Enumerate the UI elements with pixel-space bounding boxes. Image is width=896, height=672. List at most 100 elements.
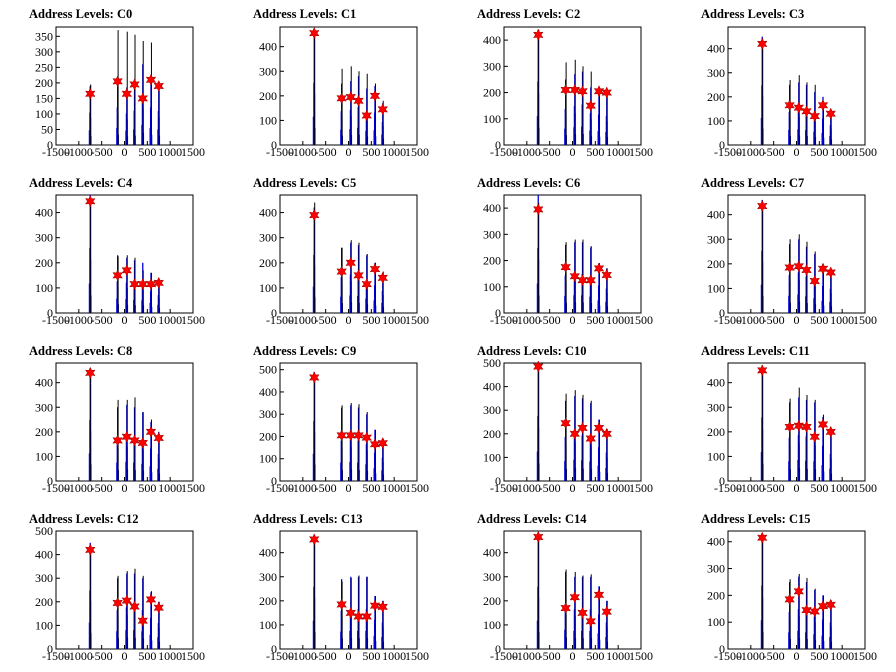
y-tick-label: 400 bbox=[35, 548, 53, 562]
level-marker bbox=[560, 417, 571, 430]
y-tick-label: 100 bbox=[259, 452, 277, 466]
y-tick-label: 0 bbox=[47, 138, 53, 152]
y-tick-label: 0 bbox=[719, 474, 725, 488]
x-tick-label: -500 bbox=[315, 145, 337, 159]
level-marker bbox=[353, 94, 364, 107]
level-marker bbox=[377, 103, 389, 116]
x-tick-label: -1500 bbox=[714, 313, 742, 327]
plot-frame bbox=[279, 26, 418, 146]
y-tick-label: 100 bbox=[707, 281, 725, 295]
y-tick-label: 400 bbox=[707, 42, 725, 56]
level-marker bbox=[825, 598, 837, 611]
level-marker bbox=[308, 533, 320, 546]
x-tick-label: 500 bbox=[586, 313, 604, 327]
y-tick-label: 300 bbox=[707, 400, 725, 414]
y-tick-label: 200 bbox=[259, 89, 277, 103]
x-tick-label: -1500 bbox=[714, 481, 742, 495]
level-marker bbox=[825, 107, 837, 120]
plot-frame bbox=[503, 362, 642, 482]
y-tick-label: 250 bbox=[35, 60, 53, 74]
y-tick-label: 200 bbox=[259, 594, 277, 608]
level-marker bbox=[361, 278, 373, 291]
y-tick-label: 0 bbox=[47, 642, 53, 656]
y-tick-label: 0 bbox=[719, 138, 725, 152]
y-tick-label: 100 bbox=[707, 615, 725, 629]
x-tick-label: -500 bbox=[539, 649, 561, 663]
x-tick-label: 0 bbox=[122, 313, 128, 327]
level-marker bbox=[112, 596, 123, 610]
subplot-title: Address Levels: C13 bbox=[253, 512, 363, 526]
y-tick-label: 300 bbox=[259, 570, 277, 584]
subplot-title: Address Levels: C2 bbox=[477, 7, 580, 21]
level-marker bbox=[361, 109, 373, 122]
y-tick-label: 100 bbox=[483, 618, 501, 632]
level-marker bbox=[308, 371, 320, 384]
y-tick-label: 200 bbox=[483, 86, 501, 100]
y-tick-label: 400 bbox=[259, 40, 277, 54]
plot-frame bbox=[279, 194, 418, 314]
level-marker bbox=[137, 278, 149, 291]
x-tick-label: -500 bbox=[763, 313, 785, 327]
x-tick-label: -1500 bbox=[490, 481, 518, 495]
x-tick-label: 500 bbox=[586, 145, 604, 159]
x-tick-label: -500 bbox=[539, 145, 561, 159]
subplot-12: Address Levels: C12 0 100 200 300 400 500 -1500… bbox=[29, 512, 205, 663]
level-marker bbox=[801, 263, 812, 277]
x-tick-label: -1000 bbox=[737, 313, 765, 327]
x-tick-label: 1500 bbox=[629, 313, 653, 327]
x-tick-label: -1000 bbox=[289, 145, 317, 159]
level-marker bbox=[308, 27, 320, 40]
level-marker bbox=[593, 262, 605, 275]
y-tick-label: 100 bbox=[35, 449, 53, 463]
y-tick-label: 100 bbox=[35, 107, 53, 121]
plot-frame bbox=[55, 530, 194, 650]
x-tick-label: -1000 bbox=[65, 313, 93, 327]
x-tick-label: 500 bbox=[810, 313, 828, 327]
y-tick-label: 0 bbox=[271, 642, 277, 656]
plot-frame bbox=[55, 26, 194, 146]
y-tick-label: 100 bbox=[483, 450, 501, 464]
x-tick-label: 1500 bbox=[181, 313, 205, 327]
x-tick-label: -1500 bbox=[42, 649, 70, 663]
y-tick-label: 400 bbox=[707, 376, 725, 390]
level-marker bbox=[137, 436, 149, 450]
level-marker bbox=[577, 85, 588, 98]
x-tick-label: 500 bbox=[138, 313, 156, 327]
x-tick-label: 1000 bbox=[830, 649, 854, 663]
level-marker bbox=[593, 588, 605, 601]
x-tick-label: 1000 bbox=[382, 145, 406, 159]
level-marker bbox=[112, 434, 123, 447]
x-tick-label: -500 bbox=[315, 313, 337, 327]
x-tick-label: -1500 bbox=[490, 145, 518, 159]
x-tick-label: -500 bbox=[91, 649, 113, 663]
level-marker bbox=[569, 83, 581, 97]
y-tick-label: 100 bbox=[707, 449, 725, 463]
level-marker bbox=[756, 531, 768, 544]
level-marker bbox=[601, 86, 613, 99]
subplot-title: Address Levels: C6 bbox=[477, 176, 580, 190]
subplot-title: Address Levels: C9 bbox=[253, 344, 356, 358]
x-tick-label: 1000 bbox=[830, 481, 854, 495]
y-tick-label: 300 bbox=[483, 403, 501, 417]
subplot-title: Address Levels: C3 bbox=[701, 7, 804, 21]
x-tick-label: 500 bbox=[362, 145, 380, 159]
level-marker bbox=[336, 429, 347, 442]
x-tick-label: 500 bbox=[586, 649, 604, 663]
x-tick-label: -1500 bbox=[714, 145, 742, 159]
y-tick-label: 300 bbox=[707, 562, 725, 576]
y-tick-label: 200 bbox=[35, 256, 53, 270]
level-marker bbox=[809, 274, 821, 288]
x-tick-label: 0 bbox=[122, 481, 128, 495]
x-tick-label: 1500 bbox=[853, 145, 877, 159]
level-marker bbox=[593, 421, 605, 435]
level-marker bbox=[112, 75, 123, 88]
x-tick-label: -1000 bbox=[513, 481, 541, 495]
x-tick-label: -500 bbox=[763, 145, 785, 159]
subplot-11: Address Levels: C11 0 100 200 300 400 -1500-10… bbox=[701, 344, 877, 495]
level-marker bbox=[784, 420, 795, 434]
y-tick-label: 400 bbox=[483, 380, 501, 394]
x-tick-label: 1500 bbox=[629, 145, 653, 159]
x-tick-label: 1000 bbox=[158, 145, 182, 159]
level-marker bbox=[153, 276, 165, 289]
level-marker bbox=[601, 268, 613, 282]
